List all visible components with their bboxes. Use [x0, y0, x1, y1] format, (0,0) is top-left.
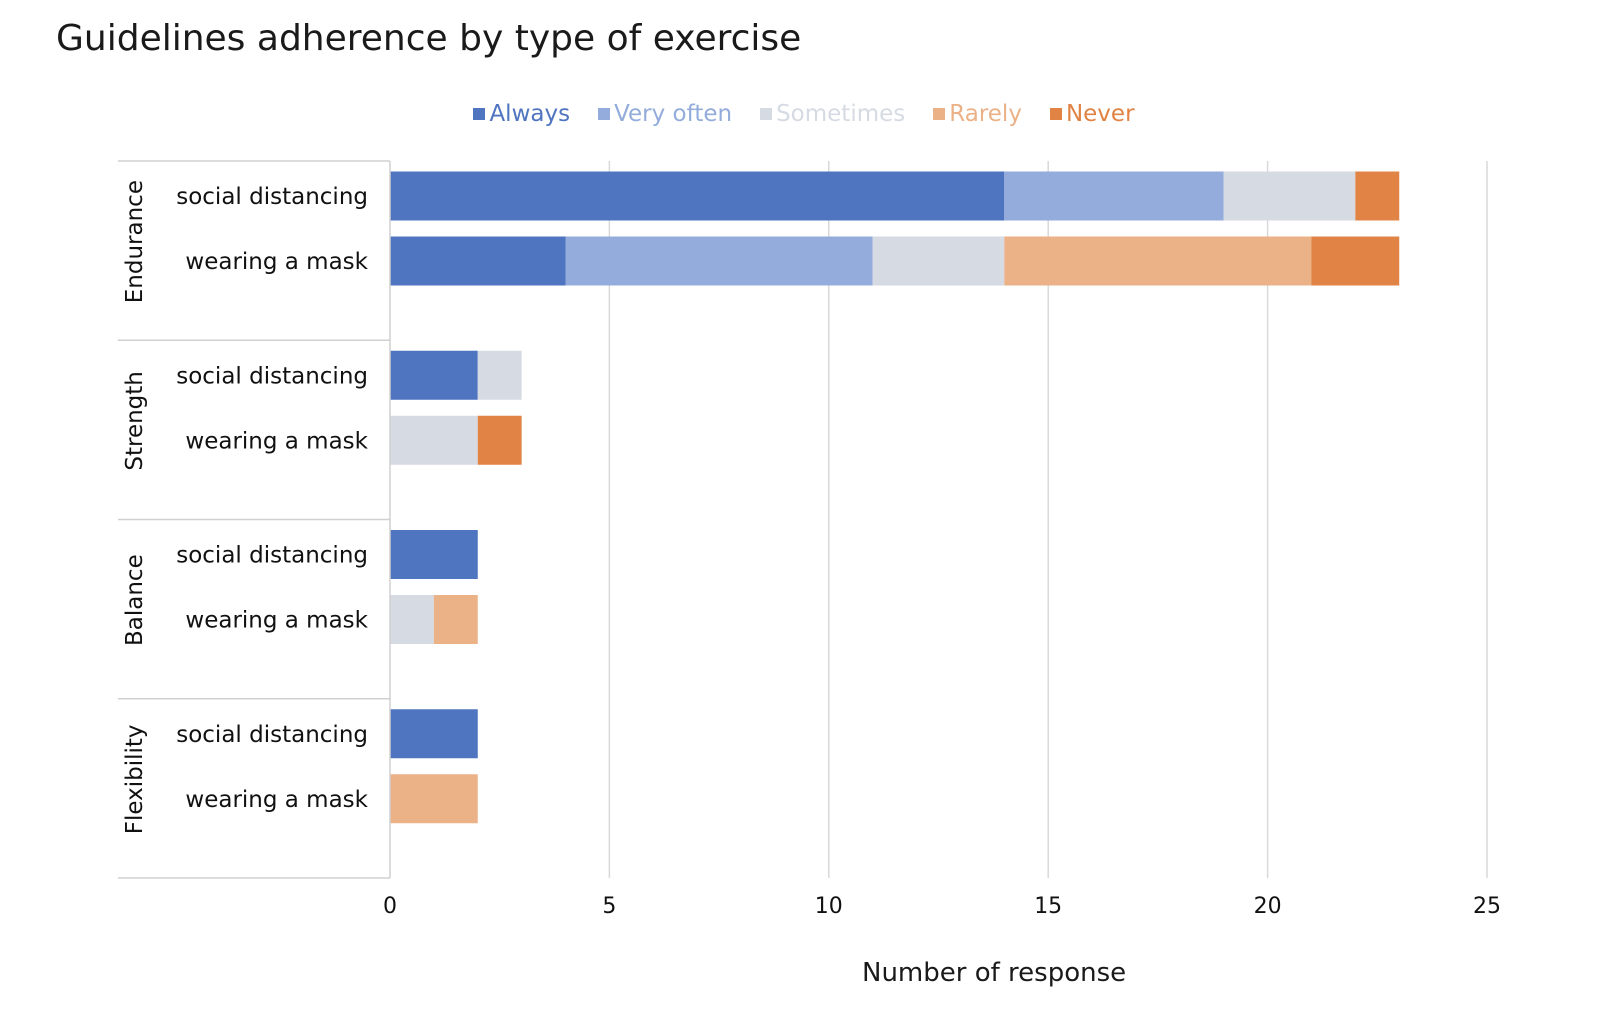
category-label: social distancing	[176, 722, 368, 748]
category-label: wearing a mask	[185, 608, 368, 634]
legend-swatch-always	[473, 108, 486, 120]
category-label: wearing a mask	[185, 787, 368, 813]
category-label: social distancing	[176, 184, 368, 210]
bar-flexibility-social-distancing-always	[390, 709, 478, 759]
category-label: wearing a mask	[185, 428, 368, 454]
legend-label-very-often: Very often	[614, 101, 733, 127]
bar-balance-social-distancing-always	[390, 530, 478, 579]
bar-endurance-wearing-a-mask-always	[390, 236, 566, 286]
bar-endurance-wearing-a-mask-rarely	[1004, 236, 1312, 286]
legend-item-always: Always	[473, 101, 570, 127]
bar-endurance-wearing-a-mask-sometimes	[872, 236, 1005, 286]
bar-flexibility-wearing-a-mask-rarely	[390, 774, 478, 824]
group-label-endurance: Endurance	[122, 180, 148, 303]
legend-swatch-rarely	[933, 108, 946, 120]
x-tick-label: 20	[1254, 894, 1282, 919]
group-label-balance: Balance	[122, 554, 148, 646]
category-label: wearing a mask	[185, 249, 368, 275]
category-label: social distancing	[176, 543, 368, 569]
legend-label-never: Never	[1065, 101, 1135, 127]
legend-item-sometimes: Sometimes	[760, 101, 905, 127]
legend-item-never: Never	[1049, 101, 1135, 127]
bar-endurance-social-distancing-never	[1355, 171, 1400, 221]
bar-strength-wearing-a-mask-sometimes	[390, 415, 478, 465]
bar-strength-social-distancing-sometimes	[477, 350, 522, 400]
x-tick-label: 5	[602, 894, 616, 919]
legend-label-always: Always	[489, 101, 571, 127]
bar-balance-wearing-a-mask-rarely	[433, 595, 478, 644]
group-label-strength: Strength	[122, 371, 148, 471]
legend-item-very-often: Very often	[598, 101, 732, 127]
x-tick-label: 15	[1034, 894, 1062, 919]
legend-label-sometimes: Sometimes	[776, 101, 906, 127]
bar-strength-wearing-a-mask-never	[477, 415, 522, 465]
legend-swatch-sometimes	[760, 108, 773, 120]
x-axis-title: Number of response	[862, 958, 1127, 988]
x-tick-label: 10	[815, 894, 843, 919]
bar-endurance-social-distancing-very-often	[1004, 171, 1224, 221]
bar-endurance-social-distancing-always	[390, 171, 1005, 221]
bar-strength-social-distancing-always	[390, 350, 478, 400]
bar-endurance-wearing-a-mask-very-often	[565, 236, 873, 286]
legend-swatch-very-often	[598, 108, 611, 120]
chart-legend: Always Very often Sometimes Rarely Never	[0, 101, 1608, 127]
bar-endurance-wearing-a-mask-never	[1311, 236, 1400, 286]
bar-balance-wearing-a-mask-sometimes	[390, 595, 434, 644]
bar-endurance-social-distancing-sometimes	[1223, 171, 1356, 221]
category-label: social distancing	[176, 363, 368, 389]
legend-label-rarely: Rarely	[949, 101, 1022, 127]
chart-title: Guidelines adherence by type of exercise	[56, 18, 802, 59]
x-tick-label: 0	[383, 894, 397, 919]
group-label-flexibility: Flexibility	[122, 724, 148, 834]
legend-swatch-never	[1049, 108, 1062, 120]
legend-item-rarely: Rarely	[933, 101, 1022, 127]
x-tick-label: 25	[1473, 894, 1501, 919]
